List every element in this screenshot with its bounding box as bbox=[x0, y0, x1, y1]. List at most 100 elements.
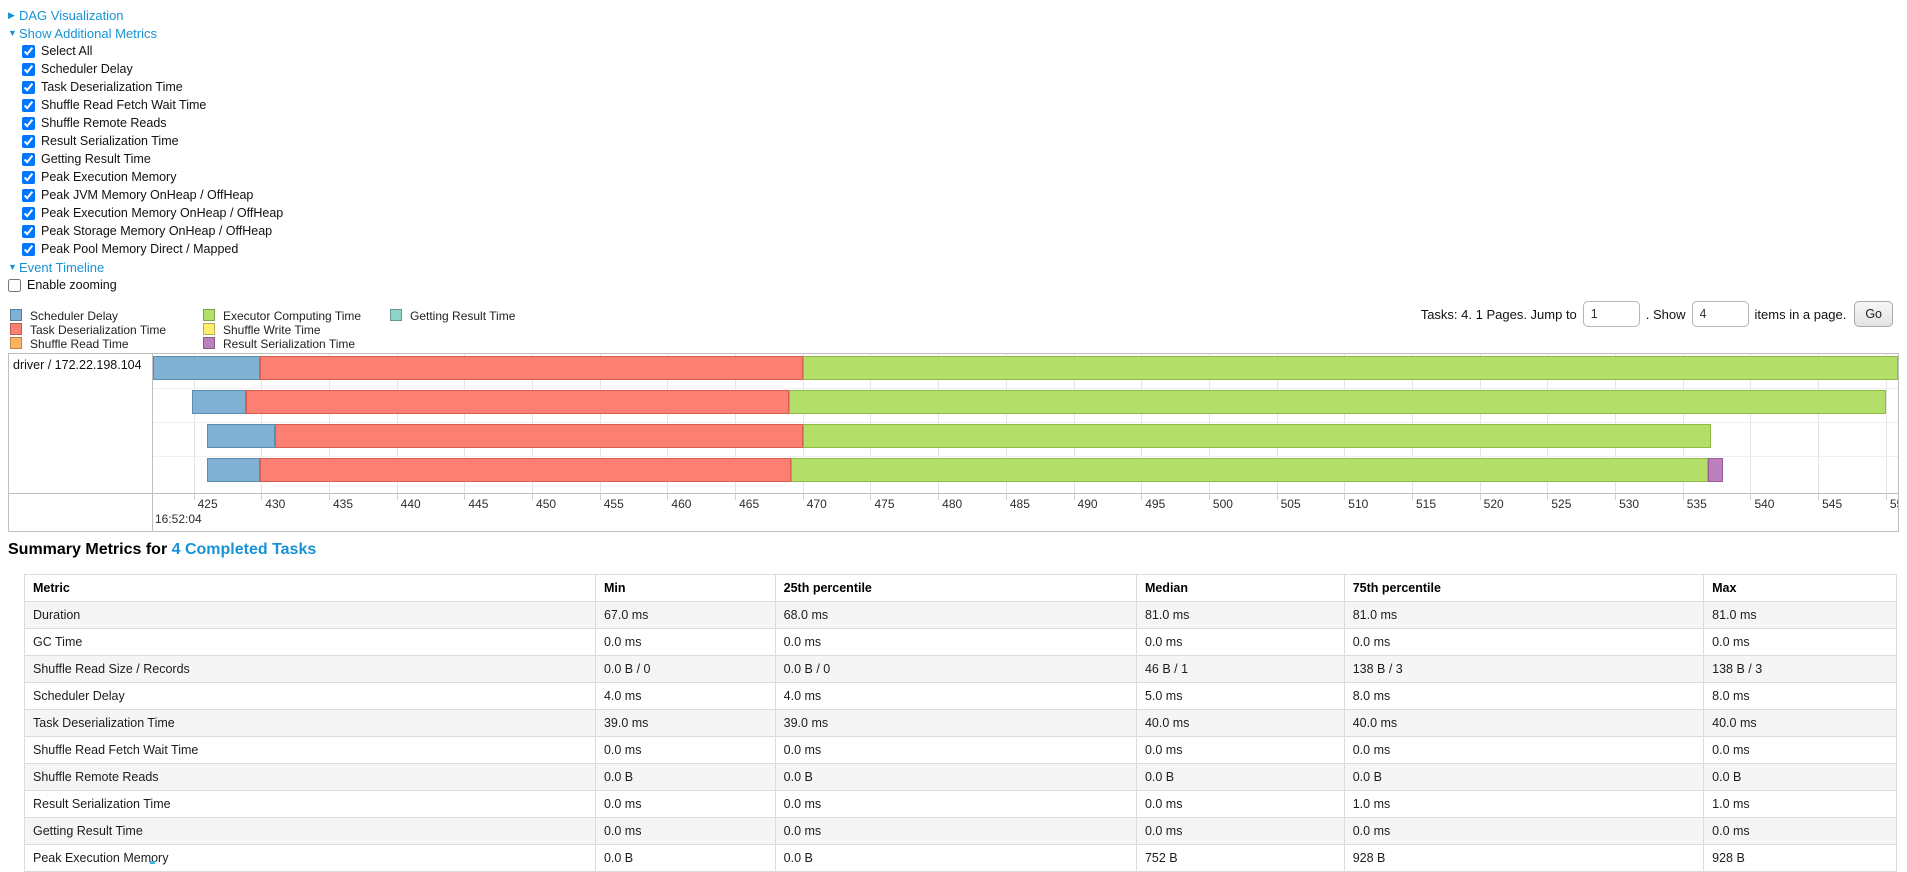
axis-tick bbox=[1073, 494, 1075, 500]
legend-swatch bbox=[10, 309, 22, 321]
table-row: GC Time 0.0 ms 0.0 ms 0.0 ms 0.0 ms 0.0 ms bbox=[24, 628, 1897, 656]
legend-swatch bbox=[10, 337, 22, 349]
metric-checkbox-row: Peak JVM Memory OnHeap / OffHeap bbox=[22, 186, 283, 204]
table-cell: Task Deserialization Time bbox=[24, 709, 596, 737]
metric-checkbox[interactable] bbox=[22, 80, 35, 94]
timeline-axis: 425 430 435 440 445 450 455 460 465 470 475 480 485 4… bbox=[153, 494, 1898, 531]
event-timeline-toggle[interactable]: ▼ Event Timeline bbox=[8, 258, 283, 276]
metric-checkbox-row: Peak Execution Memory bbox=[22, 168, 283, 186]
timeline-gridline bbox=[261, 354, 263, 493]
timeline-group-column: driver / 172.22.198.104 bbox=[9, 354, 153, 493]
metric-checkbox[interactable] bbox=[22, 62, 35, 76]
table-row: Shuffle Remote Reads 0.0 B 0.0 B 0.0 B 0.0 B… bbox=[24, 763, 1897, 791]
table-cell: 0.0 ms bbox=[1703, 628, 1897, 656]
table-cell: 0.0 ms bbox=[594, 817, 776, 845]
table-cell: 5.0 ms bbox=[1135, 682, 1345, 710]
axis-tick bbox=[870, 494, 872, 500]
axis-tick bbox=[1276, 494, 1278, 500]
axis-major-label: 16:52:04 bbox=[155, 512, 202, 526]
legend-swatch bbox=[10, 323, 22, 335]
timeline-gridline bbox=[1344, 354, 1346, 493]
metric-checkbox-row: Task Deserialization Time bbox=[22, 78, 283, 96]
metric-checkbox-row: Peak Storage Memory OnHeap / OffHeap bbox=[22, 222, 283, 240]
table-cell: 0.0 B bbox=[1703, 763, 1897, 791]
dag-visualization-toggle[interactable]: ▶ DAG Visualization bbox=[8, 6, 283, 24]
table-cell: Shuffle Remote Reads bbox=[24, 763, 596, 791]
table-cell: GC Time bbox=[24, 628, 596, 656]
pagination-items-text: items in a page. bbox=[1754, 306, 1847, 322]
axis-tick bbox=[1615, 494, 1617, 500]
metric-checkbox[interactable] bbox=[22, 224, 35, 238]
legend-label: Result Serialization Time bbox=[223, 337, 356, 351]
legend-item: Shuffle Read Time bbox=[10, 337, 203, 351]
metric-checkbox[interactable] bbox=[22, 152, 35, 166]
timeline-bar-task_deserialization bbox=[274, 424, 803, 448]
table-cell: 81.0 ms bbox=[1135, 601, 1345, 629]
metric-checkbox[interactable] bbox=[22, 188, 35, 202]
timeline-gridline bbox=[1479, 354, 1481, 493]
timeline-row-separator bbox=[153, 456, 1898, 457]
table-cell: 0.0 ms bbox=[1135, 736, 1345, 764]
timeline-bar-executor_computing bbox=[790, 458, 1709, 482]
table-cell: 8.0 ms bbox=[1703, 682, 1897, 710]
enable-zooming-checkbox[interactable] bbox=[8, 278, 21, 292]
timeline-gridline bbox=[532, 354, 534, 493]
legend-label: Scheduler Delay bbox=[30, 309, 119, 323]
timeline-bar-task_deserialization bbox=[259, 458, 791, 482]
table-cell: 1.0 ms bbox=[1343, 790, 1705, 818]
go-button[interactable]: Go bbox=[1854, 301, 1893, 327]
table-cell: 40.0 ms bbox=[1135, 709, 1345, 737]
metric-checkbox-label: Peak Storage Memory OnHeap / OffHeap bbox=[41, 224, 273, 238]
table-cell: 0.0 ms bbox=[1343, 628, 1705, 656]
pagination-show-text: . Show bbox=[1645, 306, 1686, 322]
metric-checkbox[interactable] bbox=[22, 242, 35, 256]
timeline-gridline bbox=[1276, 354, 1278, 493]
table-cell: 0.0 B bbox=[594, 844, 776, 872]
axis-tick bbox=[1885, 494, 1887, 500]
metric-checkbox-label: Peak JVM Memory OnHeap / OffHeap bbox=[41, 188, 254, 202]
timeline-axis-row: 425 430 435 440 445 450 455 460 465 470 475 480 485 4… bbox=[9, 493, 1898, 531]
jump-to-page-input[interactable] bbox=[1582, 301, 1640, 327]
timeline-gridline bbox=[802, 354, 804, 493]
axis-tick bbox=[1208, 494, 1210, 500]
timeline-bar-task_deserialization bbox=[259, 356, 803, 380]
metric-checkbox[interactable] bbox=[22, 206, 35, 220]
axis-tick bbox=[1141, 494, 1143, 500]
show-additional-metrics-toggle[interactable]: ▼ Show Additional Metrics bbox=[8, 24, 283, 42]
axis-tick-label: 480 bbox=[942, 497, 963, 511]
timeline-gridline bbox=[938, 354, 940, 493]
metric-checkbox[interactable] bbox=[22, 170, 35, 184]
metric-checkbox[interactable] bbox=[22, 116, 35, 130]
axis-tick-label: 445 bbox=[468, 497, 489, 511]
summary-title-text: Summary Metrics for bbox=[8, 541, 172, 558]
legend-item: Result Serialization Time bbox=[203, 337, 390, 351]
metric-checkbox[interactable] bbox=[22, 134, 35, 148]
timeline-gridline bbox=[1208, 354, 1210, 493]
axis-tick bbox=[1547, 494, 1549, 500]
legend-column: Executor Computing Time Shuffle Write Tim… bbox=[203, 309, 390, 351]
items-per-page-input[interactable] bbox=[1691, 301, 1749, 327]
timeline-bar-executor_computing bbox=[789, 390, 1886, 414]
timeline-gridline bbox=[870, 354, 872, 493]
legend-item: Executor Computing Time bbox=[203, 309, 390, 323]
axis-tick-label: 505 bbox=[1280, 497, 1301, 511]
metric-checkbox-label: Scheduler Delay bbox=[41, 62, 133, 76]
show-additional-metrics-link: Show Additional Metrics bbox=[19, 25, 158, 41]
legend-label: Executor Computing Time bbox=[223, 309, 362, 323]
axis-tick bbox=[1411, 494, 1413, 500]
axis-tick bbox=[599, 494, 601, 500]
axis-tick bbox=[193, 494, 195, 500]
table-row: Peak Execution Memory 0.0 B 0.0 B 752 B 928 … bbox=[24, 844, 1897, 872]
table-cell: 81.0 ms bbox=[1703, 601, 1897, 629]
table-cell: 8.0 ms bbox=[1343, 682, 1705, 710]
metric-checkbox[interactable] bbox=[22, 98, 35, 112]
legend-item: Getting Result Time bbox=[390, 309, 515, 323]
axis-tick bbox=[1344, 494, 1346, 500]
axis-tick-label: 475 bbox=[874, 497, 895, 511]
legend-item: Task Deserialization Time bbox=[10, 323, 203, 337]
completed-tasks-link[interactable]: 4 Completed Tasks bbox=[171, 541, 317, 558]
event-timeline-link: Event Timeline bbox=[19, 259, 105, 275]
table-cell: 40.0 ms bbox=[1703, 709, 1897, 737]
metric-checkbox[interactable] bbox=[22, 44, 35, 58]
legend-label: Getting Result Time bbox=[410, 309, 516, 323]
